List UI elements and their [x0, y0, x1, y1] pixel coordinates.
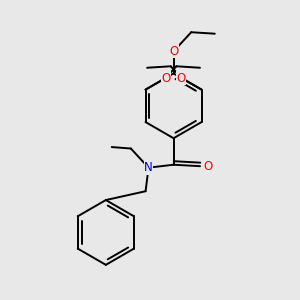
Text: O: O	[161, 72, 171, 85]
Text: O: O	[176, 72, 186, 85]
Text: N: N	[144, 161, 153, 174]
Text: O: O	[204, 160, 213, 173]
Text: O: O	[169, 45, 178, 58]
